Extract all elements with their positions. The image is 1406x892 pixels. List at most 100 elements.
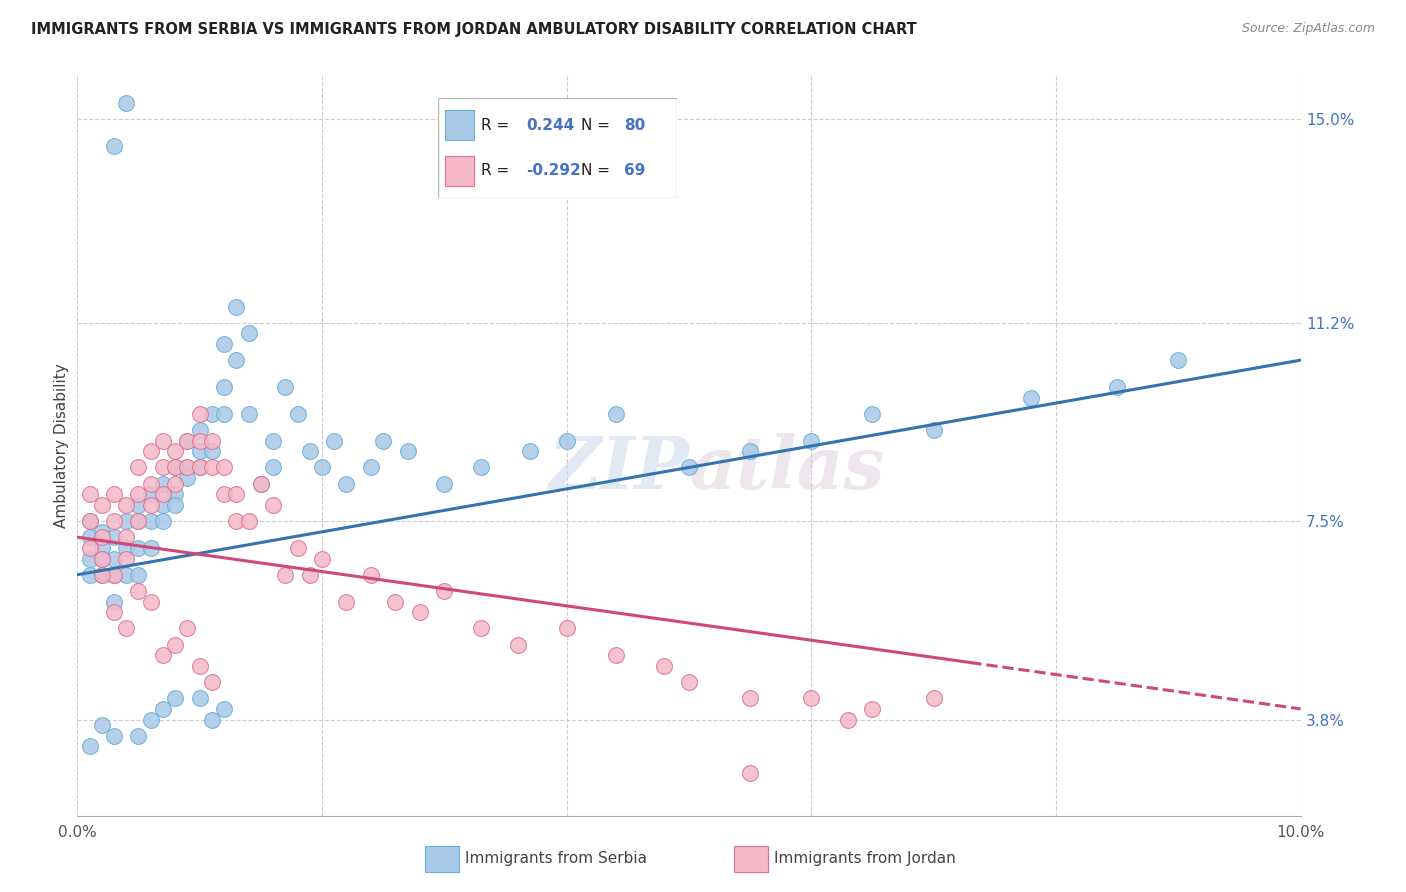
Point [152, 648, 174, 663]
Point [152, 702, 174, 716]
Point [238, 514, 260, 528]
Point [139, 476, 162, 491]
Text: ZIP: ZIP [548, 433, 689, 504]
Point [139, 514, 162, 528]
Point [335, 476, 357, 491]
Point [212, 702, 235, 716]
Point [311, 460, 333, 475]
Point [506, 638, 529, 652]
Text: atlas: atlas [689, 433, 884, 504]
Point [79, 739, 101, 754]
Point [90, 718, 112, 732]
Point [555, 434, 578, 448]
Point [384, 594, 406, 608]
Point [90, 567, 112, 582]
Point [201, 444, 224, 458]
Point [238, 407, 260, 421]
Point [103, 487, 125, 501]
Text: Immigrants from Jordan: Immigrants from Jordan [775, 852, 956, 866]
Point [201, 407, 224, 421]
Point [212, 380, 235, 394]
Text: Source: ZipAtlas.com: Source: ZipAtlas.com [1241, 22, 1375, 36]
Point [201, 713, 224, 727]
Point [225, 487, 247, 501]
Point [262, 460, 284, 475]
Point [678, 460, 700, 475]
FancyBboxPatch shape [734, 847, 768, 871]
Point [188, 659, 211, 673]
Point [176, 471, 198, 485]
Point [262, 498, 284, 512]
Point [922, 423, 945, 437]
Point [800, 434, 823, 448]
Point [225, 353, 247, 368]
Point [433, 476, 456, 491]
Point [740, 766, 762, 780]
Point [152, 498, 174, 512]
Point [103, 605, 125, 619]
Point [470, 460, 492, 475]
Point [188, 423, 211, 437]
Point [103, 567, 125, 582]
Point [212, 337, 235, 351]
Point [165, 460, 187, 475]
Point [555, 621, 578, 635]
Point [139, 713, 162, 727]
Point [115, 498, 138, 512]
Point [470, 621, 492, 635]
Text: IMMIGRANTS FROM SERBIA VS IMMIGRANTS FROM JORDAN AMBULATORY DISABILITY CORRELATI: IMMIGRANTS FROM SERBIA VS IMMIGRANTS FRO… [31, 22, 917, 37]
Point [212, 407, 235, 421]
Point [115, 567, 138, 582]
Point [188, 444, 211, 458]
Text: Immigrants from Serbia: Immigrants from Serbia [465, 852, 647, 866]
Point [115, 530, 138, 544]
Point [212, 487, 235, 501]
Point [1167, 353, 1189, 368]
Point [115, 541, 138, 555]
Point [115, 621, 138, 635]
Point [90, 541, 112, 555]
Point [311, 551, 333, 566]
Point [287, 407, 309, 421]
Point [79, 551, 101, 566]
Point [188, 434, 211, 448]
Point [127, 514, 149, 528]
Point [79, 487, 101, 501]
Point [165, 691, 187, 706]
Point [274, 380, 297, 394]
Point [1021, 391, 1043, 405]
Point [1107, 380, 1129, 394]
Point [371, 434, 394, 448]
Point [176, 460, 198, 475]
Point [176, 434, 198, 448]
Point [127, 487, 149, 501]
Point [90, 524, 112, 539]
Point [90, 551, 112, 566]
Y-axis label: Ambulatory Disability: Ambulatory Disability [53, 364, 69, 528]
Point [115, 95, 138, 110]
Point [103, 138, 125, 153]
Point [323, 434, 346, 448]
Point [165, 460, 187, 475]
Point [201, 434, 224, 448]
Point [115, 551, 138, 566]
Point [165, 498, 187, 512]
Point [409, 605, 432, 619]
Point [800, 691, 823, 706]
Point [176, 434, 198, 448]
Point [188, 691, 211, 706]
Point [90, 530, 112, 544]
Point [862, 407, 884, 421]
Point [103, 514, 125, 528]
Point [225, 300, 247, 314]
Point [152, 514, 174, 528]
Point [837, 713, 859, 727]
Point [274, 567, 297, 582]
Point [188, 460, 211, 475]
Point [79, 514, 101, 528]
Point [139, 444, 162, 458]
Point [250, 476, 273, 491]
Point [115, 514, 138, 528]
Point [152, 460, 174, 475]
Point [103, 729, 125, 743]
